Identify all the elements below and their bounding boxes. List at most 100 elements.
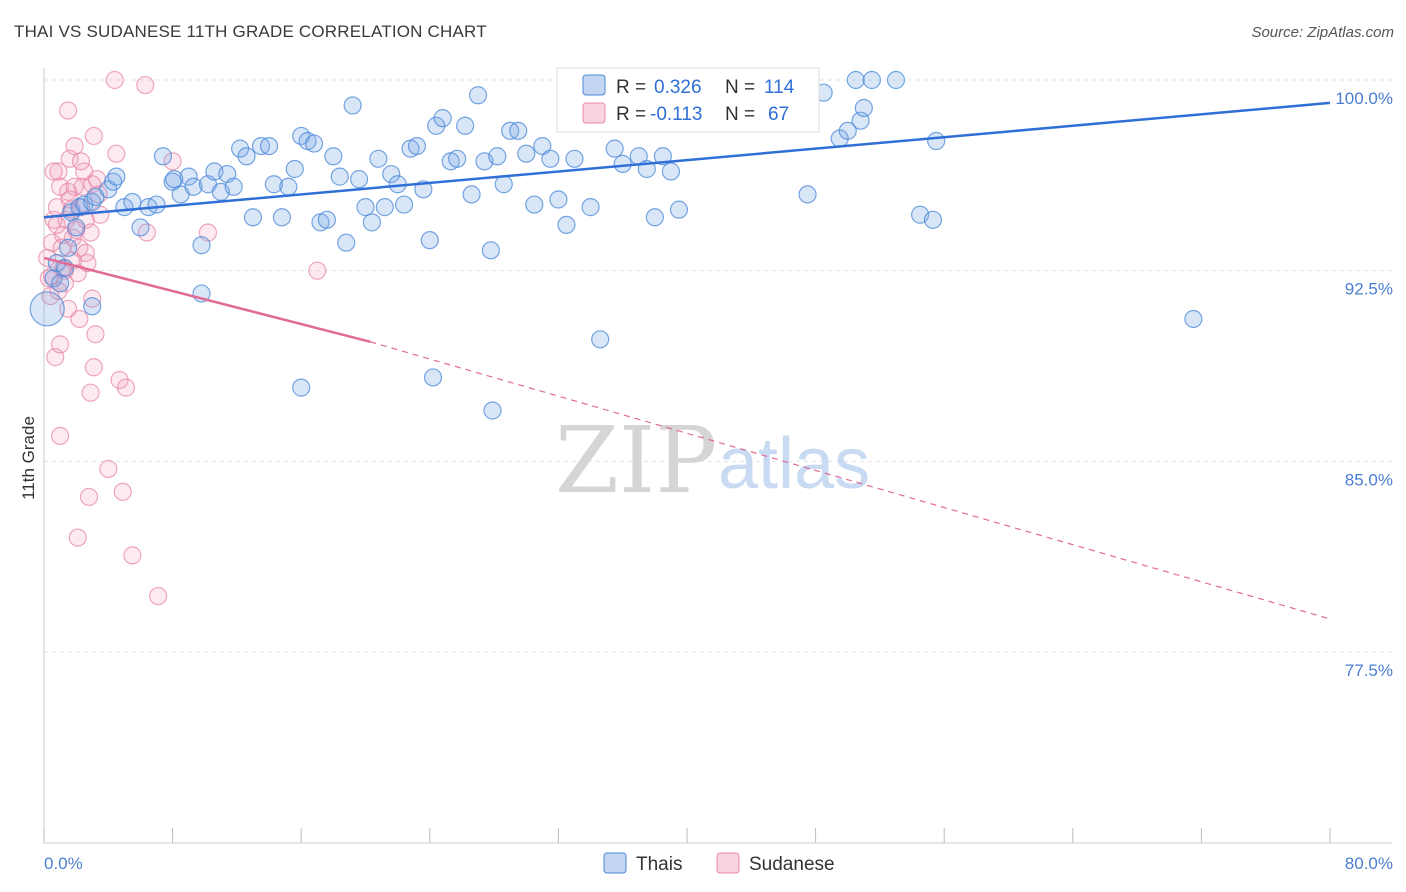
thai-point xyxy=(423,368,443,387)
thai-point xyxy=(304,134,324,153)
thai-point xyxy=(488,147,507,166)
thai-point xyxy=(448,149,467,168)
thai-point xyxy=(131,218,150,237)
thai-point xyxy=(613,154,632,173)
x-tick-label: 80.0% xyxy=(1345,854,1393,873)
thai-point xyxy=(509,121,528,140)
sudanese-point xyxy=(68,528,87,547)
sudanese-point xyxy=(65,136,84,156)
sudanese-point xyxy=(105,70,124,90)
thai-point xyxy=(107,167,126,186)
sudanese-point xyxy=(71,152,91,171)
sudanese-trend-extension xyxy=(370,341,1331,620)
x-tick-label: 0.0% xyxy=(44,854,83,873)
sudanese-point xyxy=(110,370,129,390)
trend-lines xyxy=(43,101,1331,620)
thai-point xyxy=(67,218,86,237)
thai-point xyxy=(645,208,664,227)
legend-thai-swatch xyxy=(582,74,606,96)
thai-point xyxy=(605,139,624,158)
thai-point xyxy=(83,192,102,212)
thai-point xyxy=(292,378,311,397)
thai-trend-line xyxy=(43,101,1331,219)
thai-point xyxy=(343,96,362,115)
axes xyxy=(43,68,1392,844)
thai-point xyxy=(581,198,600,217)
thai-point xyxy=(104,172,123,191)
legend: R = 0.326 N = 114 R = -0.113 N = 67 xyxy=(556,67,820,133)
thai-point xyxy=(165,170,184,189)
thai-point xyxy=(237,147,256,166)
sudanese-point xyxy=(149,586,168,606)
watermark-zip: ZIP xyxy=(555,407,717,514)
y-tick-label: 100.0% xyxy=(1335,89,1393,108)
thai-point xyxy=(324,147,343,166)
thai-point xyxy=(317,210,337,229)
thai-point xyxy=(285,159,304,179)
thai-point xyxy=(494,175,513,194)
thai-point xyxy=(50,274,70,293)
legend-sudanese-swatch xyxy=(582,102,606,124)
thai-point xyxy=(184,177,203,196)
sudanese-points xyxy=(38,70,327,606)
bottom-legend-sudanese-label: Sudanese xyxy=(749,854,835,875)
thai-point xyxy=(259,136,279,156)
sudanese-point xyxy=(163,152,182,171)
thai-point xyxy=(838,121,857,140)
sudanese-point xyxy=(50,426,70,446)
thai-point xyxy=(382,164,401,184)
thai-point xyxy=(923,210,943,229)
legend-thai-n-label: N = xyxy=(725,77,755,98)
y-tick-label: 77.5% xyxy=(1345,661,1393,680)
thai-point xyxy=(375,198,394,217)
sudanese-point xyxy=(123,546,142,565)
thai-point xyxy=(661,162,681,181)
y-tick-label: 85.0% xyxy=(1345,470,1393,489)
legend-sudanese-n-label: N = xyxy=(725,104,755,125)
thai-point xyxy=(862,70,881,90)
sudanese-point xyxy=(308,261,327,280)
source-label: Source: ZipAtlas.com xyxy=(1251,24,1394,41)
thai-point xyxy=(349,170,369,189)
y-axis-label: 11th Grade xyxy=(19,416,38,500)
thai-point xyxy=(153,147,173,166)
thai-point xyxy=(517,144,536,163)
thai-point xyxy=(481,241,500,260)
chart-title: THAI VS SUDANESE 11TH GRADE CORRELATION … xyxy=(14,22,487,41)
sudanese-point xyxy=(116,378,136,397)
thai-point xyxy=(407,136,427,156)
sudanese-point xyxy=(81,223,100,242)
sudanese-point xyxy=(83,289,102,308)
thai-point xyxy=(541,149,560,168)
thai-point xyxy=(591,330,610,349)
bottom-legend: Thais Sudanese xyxy=(603,852,835,875)
thai-point xyxy=(1184,309,1203,329)
grid-lines xyxy=(44,79,1392,653)
sudanese-point xyxy=(81,383,100,402)
thai-point xyxy=(337,233,356,252)
sudanese-point xyxy=(107,144,126,163)
sudanese-point xyxy=(86,325,105,344)
thai-point xyxy=(356,198,375,217)
sudanese-point xyxy=(50,335,70,354)
thai-point xyxy=(279,177,298,196)
thai-point xyxy=(29,291,65,327)
thai-point xyxy=(362,213,382,232)
sudanese-point xyxy=(59,101,78,120)
thai-point xyxy=(83,297,102,316)
bottom-legend-thai-swatch xyxy=(603,852,627,874)
thai-point xyxy=(483,401,502,420)
sudanese-point xyxy=(89,185,108,204)
thai-point xyxy=(224,177,243,196)
thai-point xyxy=(420,231,439,250)
thai-point xyxy=(798,185,817,204)
legend-thai-n-value: 114 xyxy=(764,77,795,98)
thai-point xyxy=(468,86,488,105)
tick-labels: 77.5% 85.0% 92.5% 100.0% 0.0% 80.0% xyxy=(44,89,1393,873)
legend-thai-r-value: 0.326 xyxy=(654,77,702,98)
thai-point xyxy=(179,167,198,186)
thai-point xyxy=(192,236,211,255)
sudanese-point xyxy=(136,75,155,95)
thai-point xyxy=(565,149,584,168)
sudanese-point xyxy=(76,243,95,262)
